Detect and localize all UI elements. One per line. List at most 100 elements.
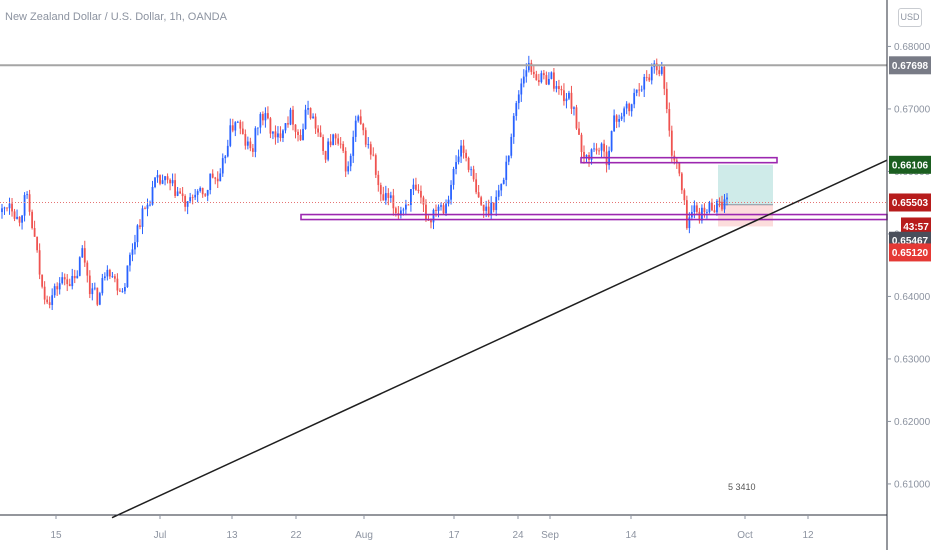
price-badge-label-stop: 0.65120: [892, 248, 929, 259]
candle-body: [284, 123, 287, 131]
candle-body: [472, 169, 475, 180]
candle-body: [573, 107, 575, 109]
candle-body: [352, 136, 355, 156]
price-tick-label: 0.68000: [894, 42, 931, 53]
candle-body: [169, 179, 171, 184]
time-tick-label: 22: [290, 530, 302, 541]
candle-body: [68, 284, 71, 287]
candle-body: [492, 202, 495, 211]
candle-body: [259, 114, 262, 128]
candle-body: [43, 286, 46, 300]
candle-body: [638, 89, 641, 91]
candle-body: [643, 76, 646, 90]
candle-body: [665, 88, 668, 110]
candle-body: [91, 288, 94, 295]
candle-body: [46, 299, 49, 303]
candle-body: [261, 114, 264, 121]
candle-body: [593, 148, 595, 150]
candle-body: [226, 145, 229, 157]
candle-body: [327, 141, 330, 160]
candle-body: [206, 190, 209, 196]
price-tick-label: 0.67000: [894, 104, 931, 115]
candle-body: [176, 191, 179, 196]
candle-body: [16, 216, 18, 219]
candle-body: [71, 275, 74, 287]
candle-body: [680, 173, 683, 191]
candle-body: [613, 115, 616, 132]
candle-body: [374, 155, 377, 175]
candle-body: [119, 290, 121, 292]
candle-body: [648, 77, 651, 81]
candle-body: [678, 162, 681, 174]
price-tick-label: 0.63000: [894, 354, 931, 365]
upper-zone-rect: [580, 156, 778, 164]
candle-body: [101, 278, 104, 294]
candle-body: [640, 89, 643, 91]
candle-body: [590, 149, 593, 160]
candle-body: [427, 220, 430, 221]
candle-body: [560, 88, 563, 91]
candle-body: [26, 194, 28, 196]
candle-body: [294, 124, 297, 132]
candle-body: [103, 276, 106, 279]
candle-body: [211, 173, 214, 178]
price-badge-label-resistance: 0.67698: [892, 61, 929, 72]
currency-button[interactable]: USD: [898, 8, 922, 27]
candle-body: [38, 250, 41, 275]
candle-body: [171, 180, 174, 184]
candle-body: [256, 127, 259, 129]
candle-body: [570, 92, 573, 109]
candle-body: [297, 131, 299, 135]
candle-body: [610, 131, 613, 151]
candle-body: [3, 207, 6, 209]
candle-body: [309, 108, 312, 119]
candle-body: [620, 116, 623, 120]
candle-body: [630, 104, 633, 112]
candle-body: [51, 295, 54, 305]
candle-body: [535, 74, 538, 81]
candle-body: [402, 209, 405, 211]
candle-body: [452, 168, 455, 185]
candle-body: [420, 190, 422, 198]
candle-body: [542, 73, 545, 76]
candle-body: [317, 128, 319, 133]
candle-body: [595, 148, 598, 151]
candle-body: [457, 156, 460, 163]
time-tick-label: Oct: [737, 530, 753, 541]
candle-body: [369, 144, 372, 155]
candle-body: [367, 144, 370, 145]
candle-body: [545, 75, 548, 85]
candle-body: [507, 155, 510, 162]
candle-body: [527, 62, 530, 71]
candle-body: [28, 194, 31, 212]
candle-body: [379, 185, 382, 195]
candle-body: [568, 92, 570, 99]
candle-body: [497, 190, 500, 197]
candle-body: [598, 150, 600, 152]
candle-body: [663, 66, 666, 89]
candle-body: [412, 184, 415, 190]
candle-body: [179, 191, 182, 194]
candle-body: [191, 197, 194, 199]
candle-body: [199, 187, 202, 192]
candle-body: [254, 128, 257, 152]
candle-body: [525, 70, 528, 77]
candle-body: [344, 150, 347, 172]
drawing-lines[interactable]: [0, 64, 888, 519]
candle-body: [219, 173, 222, 182]
candle-body: [517, 94, 520, 104]
candle-body: [234, 122, 237, 131]
candle-body: [675, 160, 678, 163]
chart-title: New Zealand Dollar / U.S. Dollar, 1h, OA…: [5, 11, 227, 23]
price-badge-label-target: 0.66106: [892, 160, 929, 171]
candle-body: [585, 154, 588, 157]
candle-body: [78, 257, 81, 276]
candle-body: [558, 86, 560, 89]
candle-body: [445, 203, 447, 214]
candle-body: [578, 128, 580, 135]
candle-body: [111, 276, 114, 278]
candle-body: [196, 191, 199, 195]
